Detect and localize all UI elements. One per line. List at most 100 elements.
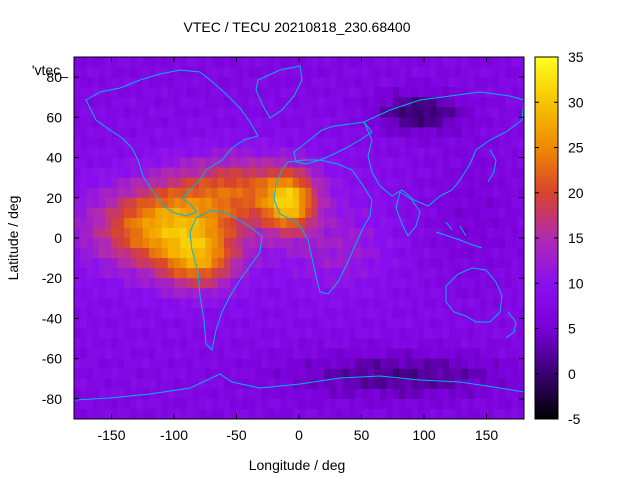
heatmap-cell <box>417 217 425 229</box>
heatmap-cell <box>374 57 381 68</box>
heatmap-cell <box>380 147 388 159</box>
heatmap-cell <box>80 338 88 350</box>
heatmap-cell <box>436 328 444 340</box>
heatmap-cell <box>355 398 363 410</box>
heatmap-cell <box>474 408 481 419</box>
heatmap-cell <box>330 67 338 78</box>
heatmap-cell <box>392 318 400 330</box>
heatmap-cell <box>461 217 469 229</box>
coast-europe <box>293 121 373 165</box>
heatmap-cell <box>105 127 113 139</box>
y-tick-label: 60 <box>46 109 62 125</box>
heatmap-cell <box>505 308 513 320</box>
heatmap-cell <box>136 248 144 259</box>
heatmap-cell <box>130 268 138 279</box>
heatmap-cell <box>380 288 388 299</box>
heatmap-cell <box>192 278 200 289</box>
heatmap-cell <box>349 268 356 279</box>
heatmap-cell <box>324 278 331 289</box>
heatmap-cell <box>336 318 344 330</box>
heatmap-cell <box>142 348 150 360</box>
heatmap-cell <box>455 227 463 239</box>
heatmap-cell <box>130 147 138 159</box>
heatmap-cell <box>367 388 375 400</box>
heatmap-cell <box>117 157 125 169</box>
heatmap-cell <box>336 278 344 289</box>
heatmap-cell <box>392 368 400 380</box>
heatmap-cell <box>205 87 213 98</box>
heatmap-cell <box>236 147 244 159</box>
heatmap-cell <box>242 197 250 209</box>
heatmap-cell <box>230 268 238 279</box>
heatmap-cell <box>511 117 519 128</box>
heatmap-cell <box>511 408 519 419</box>
heatmap-cell <box>361 368 369 380</box>
heatmap-cell <box>236 338 244 350</box>
heatmap-cell <box>411 408 419 419</box>
heatmap-cell <box>342 67 350 78</box>
heatmap-cell <box>117 57 125 68</box>
heatmap-cell <box>217 238 225 249</box>
heatmap-cell <box>80 67 88 78</box>
heatmap-cell <box>255 308 263 320</box>
heatmap-cell <box>342 298 350 309</box>
heatmap-cell <box>155 408 163 419</box>
heatmap-cell <box>224 278 231 289</box>
heatmap-cell <box>105 318 113 330</box>
heatmap-cell <box>380 388 388 400</box>
heatmap-cell <box>386 348 394 360</box>
heatmap-cell <box>99 238 106 249</box>
heatmap-cell <box>167 308 175 320</box>
heatmap-cell <box>149 137 156 149</box>
heatmap-cell <box>361 388 369 400</box>
heatmap-cell <box>355 107 363 118</box>
heatmap-cell <box>74 338 81 350</box>
heatmap-cell <box>286 318 294 330</box>
heatmap-cell <box>467 227 475 239</box>
heatmap-cell <box>86 187 94 199</box>
heatmap-cell <box>105 227 113 239</box>
heatmap-cell <box>486 207 494 219</box>
heatmap-cell <box>361 187 369 199</box>
heatmap-cell <box>367 368 375 380</box>
heatmap-cell <box>130 157 138 169</box>
heatmap-cell <box>236 67 244 78</box>
heatmap-cell <box>74 97 81 108</box>
heatmap-cell <box>455 278 463 289</box>
heatmap-cell <box>336 238 344 249</box>
heatmap-cell <box>205 298 213 309</box>
heatmap-cell <box>492 187 500 199</box>
heatmap-cell <box>374 187 381 199</box>
heatmap-cell <box>486 328 494 340</box>
heatmap-cell <box>74 318 81 330</box>
heatmap-cell <box>211 258 219 269</box>
heatmap-cell <box>80 137 88 149</box>
heatmap-cell <box>136 167 144 179</box>
heatmap-cell <box>92 197 100 209</box>
heatmap-cell <box>461 278 469 289</box>
heatmap-cell <box>180 238 188 249</box>
heatmap-cell <box>442 318 450 330</box>
heatmap-cell <box>136 288 144 299</box>
heatmap-cell <box>511 308 519 320</box>
heatmap-cell <box>380 187 388 199</box>
heatmap-cell <box>486 227 494 239</box>
heatmap-cell <box>367 378 375 390</box>
heatmap-cell <box>186 268 194 279</box>
heatmap-cell <box>430 348 438 360</box>
heatmap-cell <box>324 348 331 360</box>
heatmap-cell <box>205 217 213 229</box>
heatmap-cell <box>92 388 100 400</box>
heatmap-cell <box>186 67 194 78</box>
heatmap-cell <box>405 278 413 289</box>
heatmap-cell <box>80 328 88 340</box>
heatmap-cell <box>411 318 419 330</box>
heatmap-cell <box>124 57 131 68</box>
heatmap-cell <box>261 338 269 350</box>
heatmap-cell <box>230 157 238 169</box>
heatmap-cell <box>430 278 438 289</box>
heatmap-cell <box>92 177 100 189</box>
heatmap-cell <box>299 187 306 199</box>
heatmap-cell <box>167 328 175 340</box>
heatmap-cell <box>492 238 500 249</box>
